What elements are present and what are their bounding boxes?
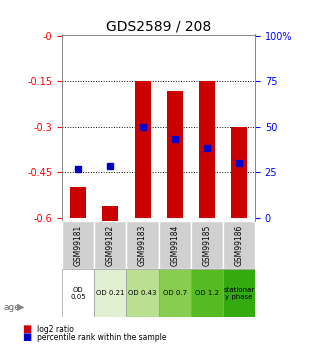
Text: age: age <box>3 303 20 312</box>
Text: stationar
y phase: stationar y phase <box>223 287 255 300</box>
Bar <box>94 269 127 317</box>
Bar <box>199 81 215 218</box>
Bar <box>102 206 118 224</box>
Bar <box>167 90 183 218</box>
Bar <box>127 221 159 269</box>
Text: OD 1.2: OD 1.2 <box>195 290 219 296</box>
Bar <box>223 221 255 269</box>
Bar <box>127 269 159 317</box>
Text: OD 0.43: OD 0.43 <box>128 290 157 296</box>
Bar <box>223 269 255 317</box>
Text: GSM99186: GSM99186 <box>234 224 244 266</box>
Bar <box>191 221 223 269</box>
Text: GSM99181: GSM99181 <box>74 224 83 266</box>
Text: ■: ■ <box>22 333 31 342</box>
Text: GSM99183: GSM99183 <box>138 224 147 266</box>
Bar <box>159 269 191 317</box>
Bar <box>62 221 94 269</box>
Bar <box>134 81 151 218</box>
Bar <box>191 269 223 317</box>
Text: OD 0.7: OD 0.7 <box>163 290 187 296</box>
Text: percentile rank within the sample: percentile rank within the sample <box>37 333 167 342</box>
Bar <box>70 187 86 218</box>
Text: OD 0.21: OD 0.21 <box>96 290 125 296</box>
Text: ■: ■ <box>22 325 31 334</box>
Text: GSM99185: GSM99185 <box>202 224 211 266</box>
Text: ▶: ▶ <box>17 302 25 312</box>
Text: OD
0.05: OD 0.05 <box>71 287 86 300</box>
Text: log2 ratio: log2 ratio <box>37 325 74 334</box>
Bar <box>94 221 127 269</box>
Text: GSM99184: GSM99184 <box>170 224 179 266</box>
Title: GDS2589 / 208: GDS2589 / 208 <box>106 19 211 33</box>
Text: GSM99182: GSM99182 <box>106 224 115 266</box>
Bar <box>159 221 191 269</box>
Bar <box>62 269 94 317</box>
Bar <box>231 127 247 218</box>
